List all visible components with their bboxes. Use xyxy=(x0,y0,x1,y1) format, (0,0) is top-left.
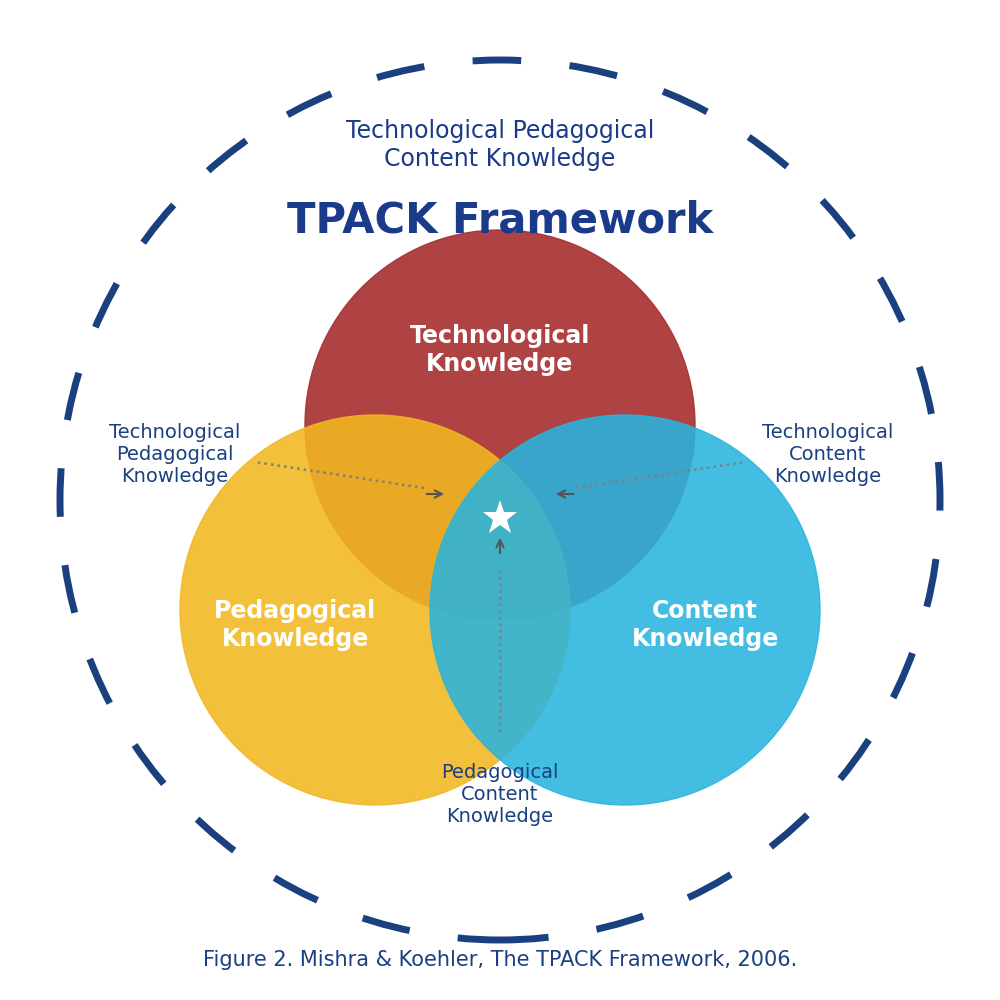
Text: Pedagogical
Content
Knowledge: Pedagogical Content Knowledge xyxy=(441,764,559,826)
Text: Content
Knowledge: Content Knowledge xyxy=(631,599,779,651)
Circle shape xyxy=(305,230,695,620)
Text: Technological Pedagogical
Content Knowledge: Technological Pedagogical Content Knowle… xyxy=(346,119,654,171)
Text: Technological
Content
Knowledge: Technological Content Knowledge xyxy=(762,424,894,487)
Text: Technological
Pedagogical
Knowledge: Technological Pedagogical Knowledge xyxy=(109,424,241,487)
Text: Pedagogical
Knowledge: Pedagogical Knowledge xyxy=(214,599,376,651)
Circle shape xyxy=(180,415,570,805)
Circle shape xyxy=(430,415,820,805)
Text: TPACK Framework: TPACK Framework xyxy=(287,199,713,241)
Text: Figure 2. Mishra & Koehler, The TPACK Framework, 2006.: Figure 2. Mishra & Koehler, The TPACK Fr… xyxy=(203,950,797,970)
Text: Technological
Knowledge: Technological Knowledge xyxy=(410,324,590,376)
